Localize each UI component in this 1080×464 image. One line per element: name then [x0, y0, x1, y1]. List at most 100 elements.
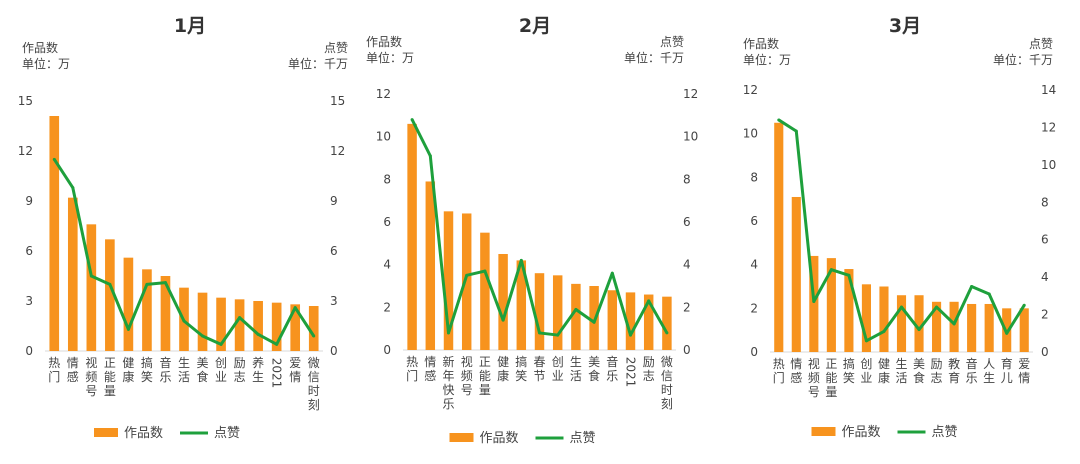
category-label: 健康: [497, 355, 509, 383]
category-label: 美食: [913, 357, 925, 385]
likes-point: [812, 299, 816, 303]
bar: [425, 181, 436, 350]
right-tick-label: 2: [1041, 308, 1049, 322]
category-label: 励志: [234, 356, 246, 384]
category-label: 健康: [878, 357, 890, 385]
left-tick-label: 12: [18, 144, 33, 158]
right-tick-label: 0: [1041, 345, 1049, 359]
legend-bar-swatch: [94, 428, 118, 437]
left-tick-label: 9: [25, 194, 33, 208]
category-label: 搞笑: [843, 356, 855, 385]
likes-point: [538, 331, 541, 335]
likes-point: [1022, 303, 1026, 307]
category-label: 音乐: [159, 355, 171, 384]
legend-line-label: 点赞: [570, 431, 596, 446]
bar: [1019, 308, 1029, 352]
likes-point: [519, 258, 523, 262]
left-tick-label: 0: [750, 345, 758, 359]
right-tick-label: 0: [683, 343, 691, 357]
bar: [480, 232, 490, 350]
likes-point: [145, 282, 149, 286]
right-tick-label: 8: [683, 172, 691, 186]
bar: [826, 258, 836, 352]
bar: [949, 301, 959, 352]
category-label: 育儿: [1001, 356, 1013, 385]
likes-point: [592, 320, 596, 324]
category-label: 正能量: [104, 356, 116, 398]
legend: 作品数 点赞: [811, 425, 958, 440]
right-tick-label: 8: [1041, 195, 1049, 209]
right-tick-label: 14: [1041, 83, 1056, 97]
chart-2: 2月作品数单位：万点赞单位：千万024681012024681012热门情感新年…: [366, 15, 698, 446]
likes-point: [665, 331, 669, 335]
bar: [844, 269, 854, 352]
bar: [216, 297, 226, 351]
category-label: 美食: [588, 355, 600, 383]
chart-title: 2月: [519, 15, 551, 37]
left-axis-unit: 单位：万: [743, 52, 791, 67]
category-label: 2021: [270, 358, 284, 389]
category-label: 养生: [252, 355, 264, 384]
likes-point: [71, 186, 75, 190]
bar: [932, 301, 942, 352]
left-tick-label: 8: [750, 170, 758, 184]
right-tick-label: 9: [330, 194, 338, 208]
likes-point: [52, 157, 56, 161]
legend-line-label: 点赞: [214, 426, 240, 441]
category-label: 春节: [533, 355, 545, 383]
right-tick-label: 4: [683, 258, 691, 272]
category-label: 音乐: [606, 354, 618, 383]
category-label: 微信时刻: [308, 356, 320, 412]
bar: [774, 122, 784, 352]
bar: [516, 260, 527, 350]
category-label: 视频号: [85, 355, 97, 398]
right-tick-label: 12: [330, 144, 345, 158]
right-tick-label: 15: [330, 94, 345, 108]
bar: [105, 239, 115, 351]
bar: [253, 301, 263, 351]
legend-bar-label: 作品数: [480, 431, 519, 446]
likes-point: [182, 319, 186, 323]
likes-point: [465, 273, 469, 277]
left-axis-unit: 单位：万: [22, 56, 70, 71]
left-axis-title: 作品数: [743, 36, 779, 51]
likes-point: [777, 118, 781, 122]
category-label: 教育: [948, 356, 960, 385]
likes-point: [610, 271, 614, 275]
chart-3: 3月作品数单位：万点赞单位：千万02468101202468101214热门情感…: [743, 15, 1057, 440]
bar: [571, 283, 581, 350]
right-axis-unit: 单位：千万: [993, 52, 1053, 67]
category-label: 健康: [122, 356, 134, 384]
right-tick-label: 12: [1041, 120, 1056, 134]
category-label: 搞笑: [141, 355, 153, 384]
left-tick-label: 2: [750, 301, 758, 315]
left-tick-label: 12: [743, 83, 758, 97]
bar: [271, 302, 282, 351]
bar: [914, 295, 924, 352]
category-label: 正能量: [479, 355, 491, 397]
right-tick-label: 10: [1041, 158, 1056, 172]
right-tick-label: 4: [1041, 270, 1049, 284]
category-label: 视频号: [808, 356, 820, 399]
likes-point: [275, 342, 279, 346]
category-label: 搞笑: [515, 354, 527, 383]
right-axis-title: 点赞: [324, 41, 348, 55]
likes-point: [163, 281, 167, 285]
category-label: 情感: [790, 357, 802, 385]
chart-title: 3月: [889, 15, 921, 37]
likes-point: [447, 331, 450, 335]
category-label: 微信时刻: [661, 355, 673, 411]
left-tick-label: 12: [376, 87, 391, 101]
bar: [142, 269, 152, 351]
likes-point: [108, 282, 112, 286]
left-tick-label: 4: [383, 258, 391, 272]
likes-point: [987, 292, 991, 296]
category-label: 视频号: [461, 354, 473, 397]
category-label: 音乐: [966, 356, 978, 385]
category-label: 生活: [895, 357, 907, 385]
left-tick-label: 0: [25, 344, 33, 358]
legend-line-label: 点赞: [932, 425, 958, 440]
left-axis-unit: 单位：万: [366, 50, 414, 65]
likes-point: [900, 305, 903, 309]
bar: [534, 273, 545, 350]
